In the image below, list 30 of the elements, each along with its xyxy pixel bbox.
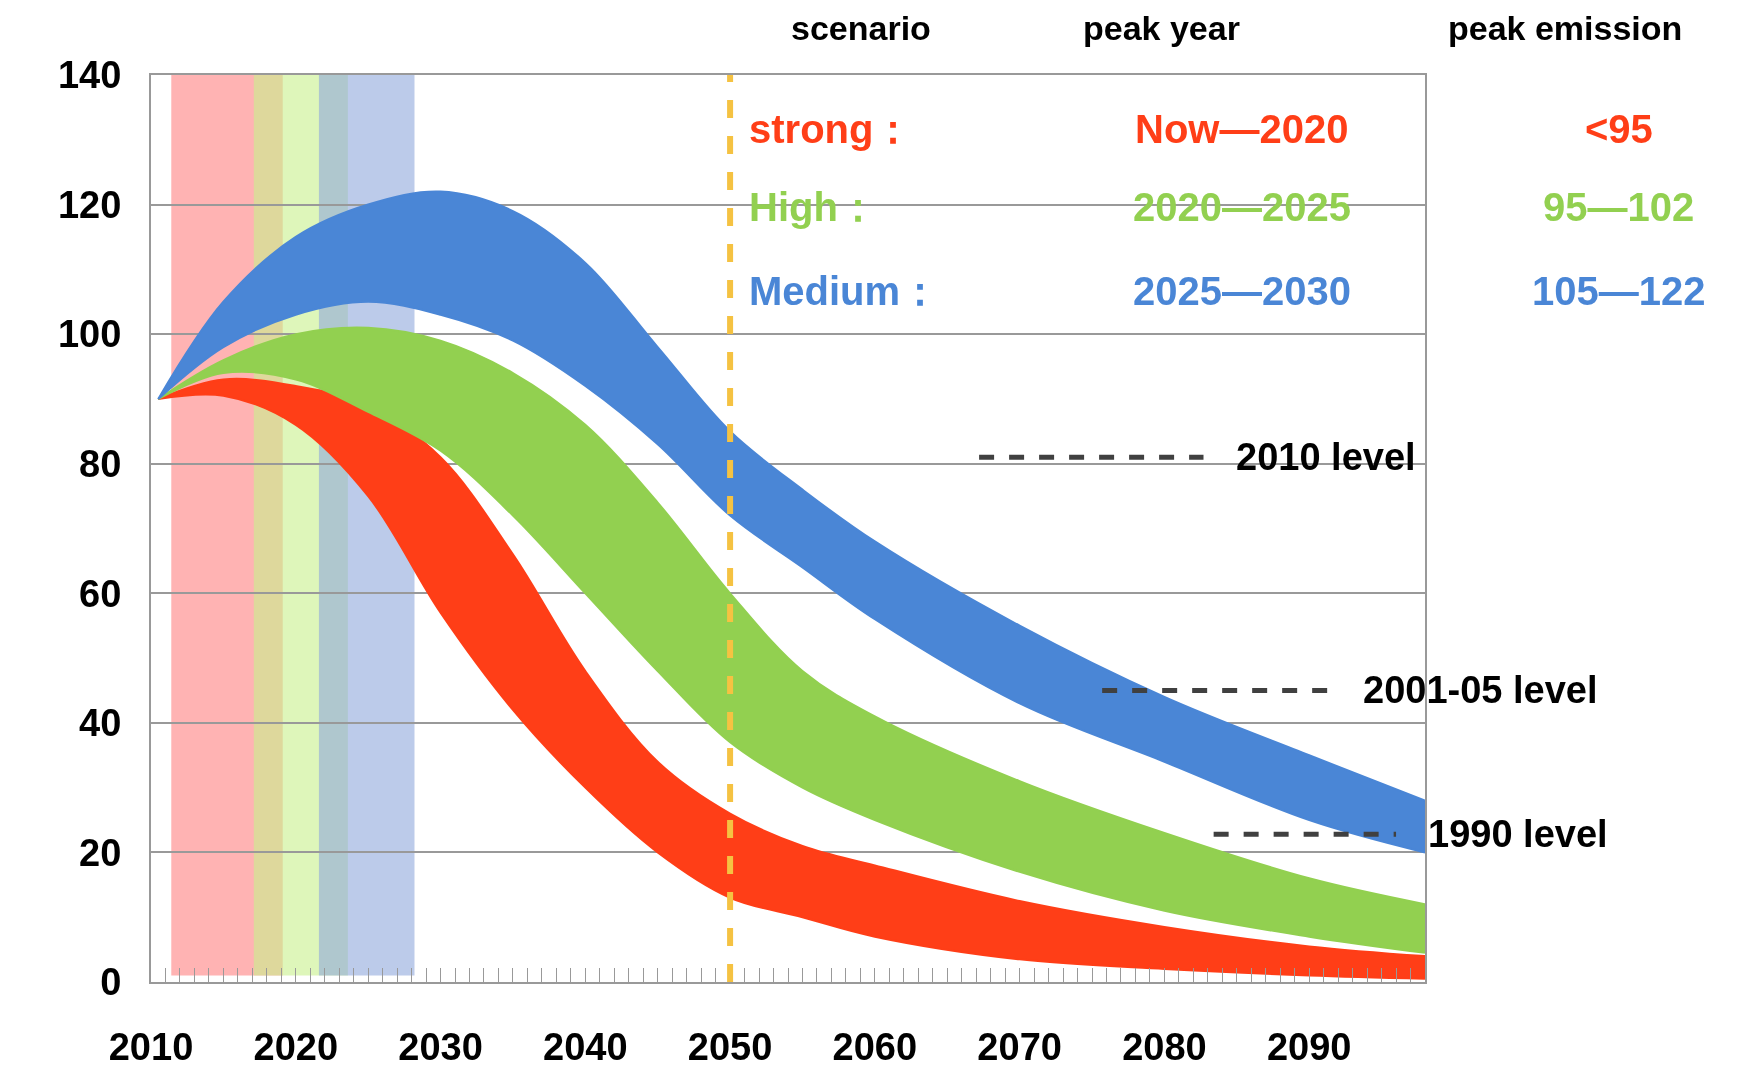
annotation: Medium：: [749, 269, 941, 313]
text: 95—102: [1543, 185, 1695, 229]
text: <95: [1585, 107, 1653, 151]
x-tick-label: 2070: [977, 1025, 1062, 1068]
text: peak emission: [1448, 9, 1683, 47]
y-tick-label: 80: [79, 443, 122, 486]
annotation: 1990 level: [1428, 813, 1608, 855]
y-tick-label: 120: [57, 183, 122, 226]
y-tick-label: 60: [79, 572, 122, 615]
y-tick-label: 20: [79, 831, 122, 874]
x-tick-label: 2090: [1266, 1025, 1352, 1068]
annotation: 2025—2030: [1133, 269, 1351, 313]
annotation: 2010 level: [1236, 436, 1416, 478]
text: peak year: [1083, 9, 1240, 47]
annotation: strong：: [749, 107, 914, 151]
x-tick-label: 2050: [687, 1025, 773, 1068]
text: scenario: [791, 9, 931, 47]
y-tick-label: 100: [57, 313, 122, 356]
x-tick-label: 2020: [253, 1025, 339, 1068]
y-tick-label: 40: [79, 702, 122, 745]
annotation: 2001-05 level: [1363, 669, 1598, 711]
y-tick-label: 0: [100, 961, 122, 1004]
text: 105—122: [1532, 269, 1706, 313]
x-tick-label: 2060: [832, 1025, 918, 1068]
x-tick-label: 2040: [543, 1025, 628, 1068]
y-tick-label: 140: [57, 54, 122, 97]
x-tick-label: 2010: [108, 1025, 194, 1068]
x-tick-label: 2030: [398, 1025, 483, 1068]
annotation: Now—2020: [1135, 107, 1349, 151]
x-tick-label: 2080: [1122, 1025, 1207, 1068]
